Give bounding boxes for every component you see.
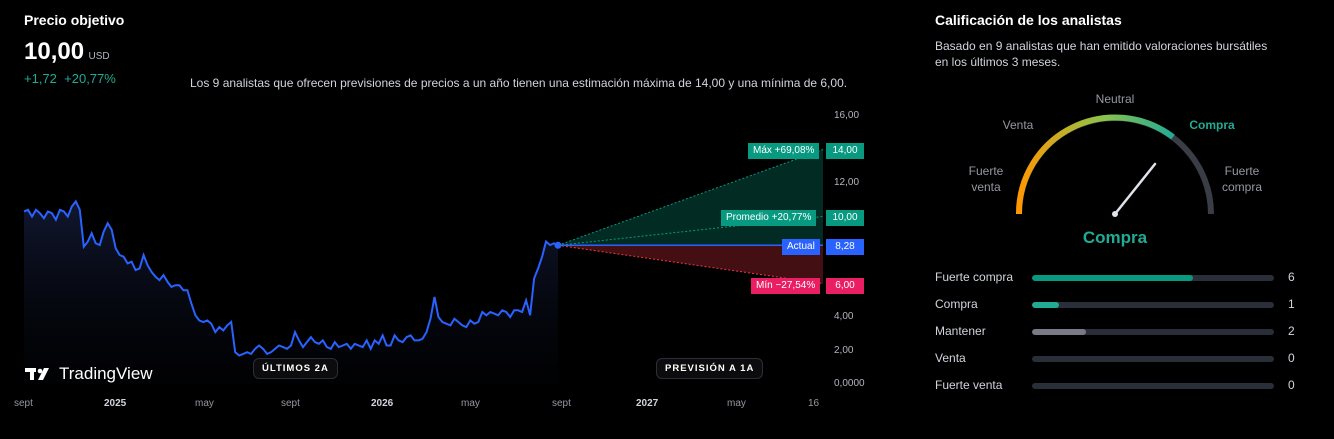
forecast-avg-line xyxy=(557,216,824,246)
x-tick: sept xyxy=(552,398,571,409)
gauge-strong-sell-line2: venta xyxy=(971,180,1001,194)
current-tag-label: Actual xyxy=(782,239,820,255)
rating-subtitle-line1: Basado en 9 analistas que han emitido va… xyxy=(935,39,1268,53)
rating-bar-label: Fuerte venta xyxy=(935,378,1003,392)
x-tick: may xyxy=(461,398,480,409)
x-tick: 2027 xyxy=(636,398,659,409)
forecast-min-line xyxy=(557,244,824,284)
rating-bar-track xyxy=(1032,356,1274,362)
x-tick: 2025 xyxy=(104,398,127,409)
rating-bar-fill xyxy=(1032,275,1194,281)
gauge-strong-buy-line2: compra xyxy=(1221,180,1262,194)
brand-name: TradingView xyxy=(59,364,153,383)
change-abs: +1,72 xyxy=(24,71,57,86)
gauge-strong-buy-label: Fuerte compra xyxy=(1212,163,1272,195)
x-tick: may xyxy=(727,398,746,409)
rating-bar-track xyxy=(1032,302,1274,308)
currency: USD xyxy=(88,51,110,62)
tradingview-icon xyxy=(25,368,49,380)
rating-gauge xyxy=(1015,114,1214,217)
target-price: 10,00 xyxy=(24,38,85,65)
rating-bar-label: Fuerte compra xyxy=(935,270,1014,284)
rating-bar-label: Compra xyxy=(935,297,978,311)
x-tick: 2026 xyxy=(371,398,394,409)
gauge-strong-sell-label: Fuerte venta xyxy=(958,163,1014,195)
price-target-title: Precio objetivo xyxy=(24,12,125,28)
price-area xyxy=(24,201,558,384)
gauge-neutral-label: Neutral xyxy=(1095,92,1135,106)
avg-tag-value: 10,00 xyxy=(826,210,864,226)
gauge-needle xyxy=(1113,162,1157,216)
y-tick: 12,00 xyxy=(834,177,860,188)
rating-bar-count: 0 xyxy=(1288,351,1295,365)
rating-bar-track xyxy=(1032,383,1274,389)
rating-bar-count: 2 xyxy=(1288,324,1295,338)
change-pct: +20,77% xyxy=(64,71,116,86)
rating-subtitle: Basado en 9 analistas que han emitido va… xyxy=(935,38,1267,70)
current-tag-value: 8,28 xyxy=(826,239,864,255)
rating-bar-count: 0 xyxy=(1288,378,1295,392)
min-tag-label: Mín −27,54% xyxy=(751,278,821,294)
rating-bar-label: Mantener xyxy=(935,324,986,338)
y-tick: 4,00 xyxy=(834,311,854,322)
gauge-venta-label: Venta xyxy=(1002,118,1034,132)
rating-bar-fill xyxy=(1032,329,1086,335)
x-tick: 16 xyxy=(808,398,820,409)
price-target-value: 10,00 USD xyxy=(24,38,110,66)
rating-bar-track xyxy=(1032,275,1274,281)
gauge-strong-buy-line1: Fuerte xyxy=(1224,164,1260,178)
gauge-compra-label: Compra xyxy=(1189,118,1235,132)
forecast-note: Los 9 analistas que ofrecen previsiones … xyxy=(190,76,848,90)
avg-tag-label: Promedio +20,77% xyxy=(721,210,817,226)
past-2y-pill[interactable]: ÚLTIMOS 2A xyxy=(253,358,338,379)
rating-bar-track xyxy=(1032,329,1274,335)
min-tag-value: 6,00 xyxy=(826,278,864,294)
gauge-strong-sell-line1: Fuerte xyxy=(968,164,1004,178)
rating-subtitle-line2: en los últimos 3 meses. xyxy=(935,55,1061,69)
max-tag-value: 14,00 xyxy=(826,143,864,159)
price-change: +1,72 +20,77% xyxy=(24,71,116,86)
x-tick: sept xyxy=(281,398,300,409)
rating-bar-label: Venta xyxy=(935,351,966,365)
forecast-max-line xyxy=(557,149,824,246)
max-tag-label: Máx +69,08% xyxy=(748,143,820,159)
x-tick: may xyxy=(195,398,214,409)
last-price-dot xyxy=(554,241,562,249)
rating-title: Calificación de los analistas xyxy=(935,12,1122,28)
forecast-1y-pill[interactable]: PREVISIÓN A 1A xyxy=(656,358,764,379)
gauge-pivot xyxy=(1112,211,1118,217)
gauge-fill xyxy=(1015,114,1175,215)
rating-bar-count: 6 xyxy=(1288,270,1295,284)
y-tick: 0,0000 xyxy=(834,378,865,389)
rating-bar-fill xyxy=(1032,302,1059,308)
price-line xyxy=(23,199,559,357)
x-tick: sept xyxy=(14,398,33,409)
tradingview-logo[interactable]: TradingView xyxy=(25,364,153,384)
rating-result: Compra xyxy=(1082,228,1148,247)
y-tick: 16,00 xyxy=(834,110,860,121)
rating-bar-count: 1 xyxy=(1288,297,1295,311)
y-tick: 2,00 xyxy=(834,345,854,356)
